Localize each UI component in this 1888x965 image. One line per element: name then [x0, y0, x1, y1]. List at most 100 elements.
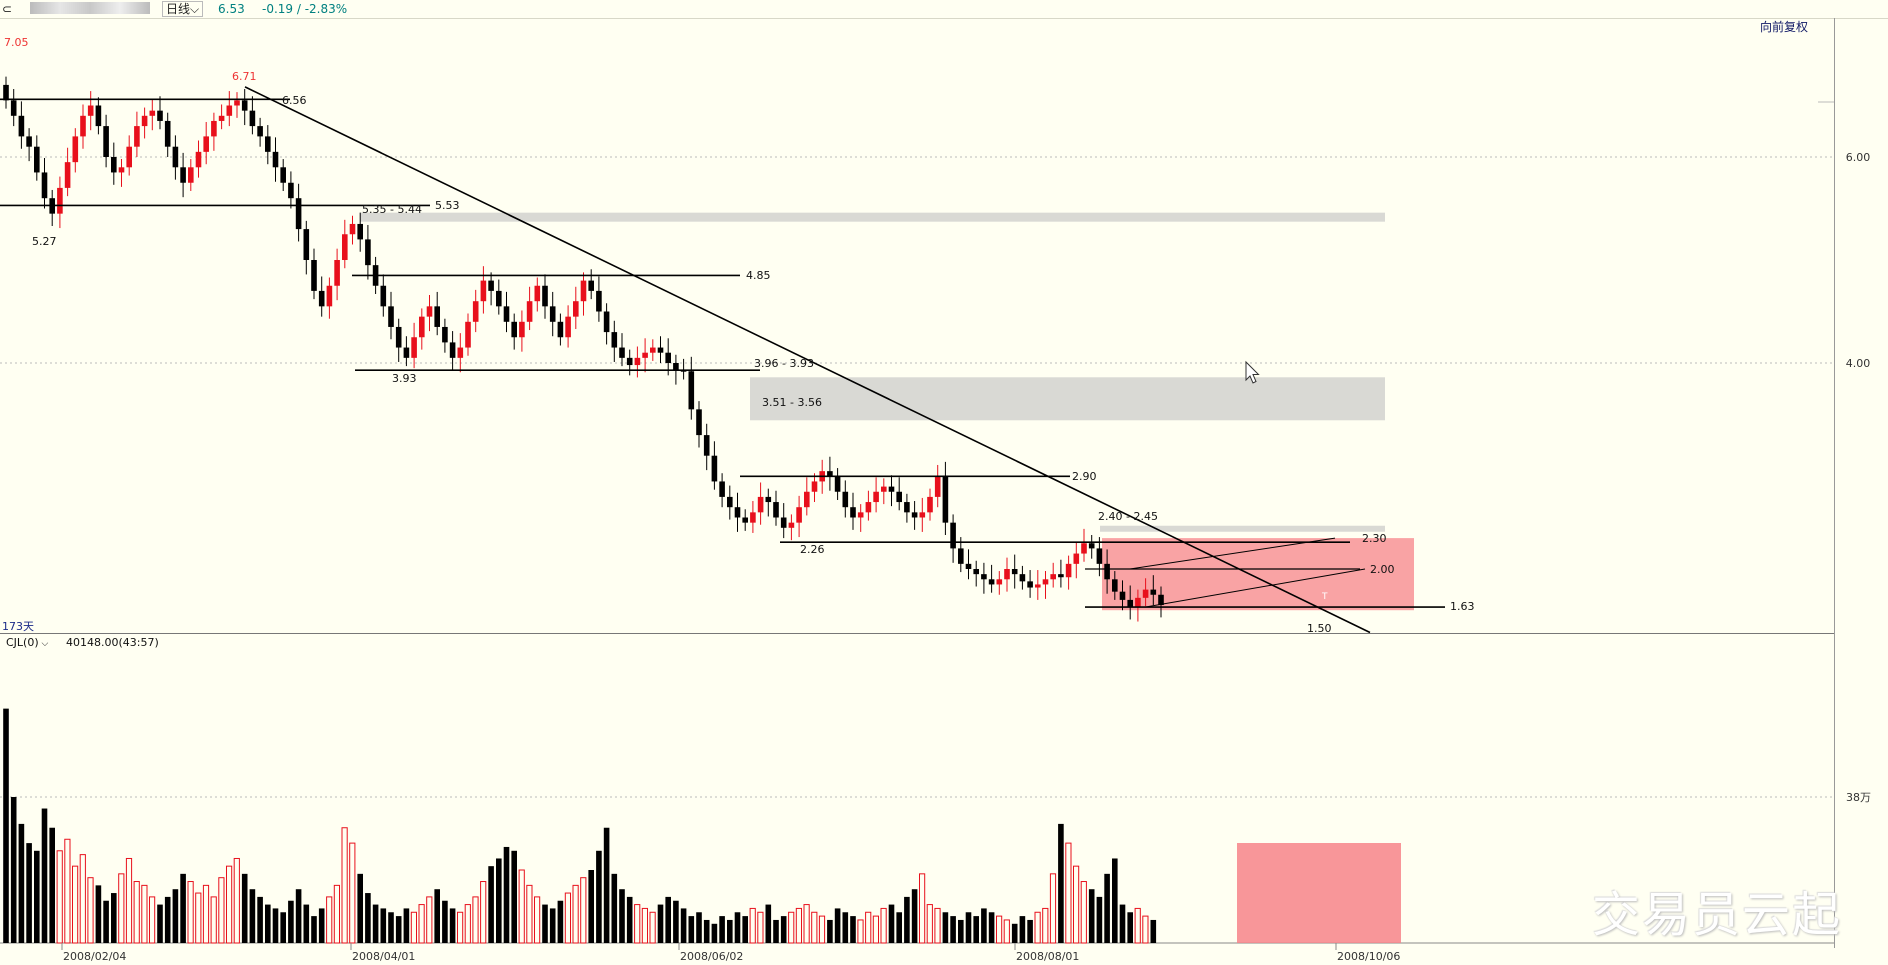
volume-bar — [95, 885, 102, 943]
volume-bar — [942, 912, 949, 943]
channel-line — [1129, 537, 1336, 570]
candle-body — [365, 239, 371, 266]
candle-body — [904, 502, 910, 513]
volume-bar — [125, 857, 133, 944]
candle-body — [457, 347, 464, 358]
candle-body — [634, 357, 641, 366]
candlesticks — [3, 76, 1164, 622]
candle-body — [357, 223, 363, 240]
trendline — [244, 86, 1371, 634]
candle-body — [1135, 597, 1141, 608]
candle-body — [164, 120, 171, 147]
volume-bar — [880, 907, 887, 944]
candle-body — [719, 481, 725, 497]
volume-bar — [557, 900, 564, 943]
volume-bar — [218, 877, 225, 944]
adjust-mode-button[interactable]: 向前复权 — [1760, 20, 1809, 34]
volume-indicator-selector[interactable]: CJL(0) ⌵ — [6, 636, 48, 649]
candle-body — [1027, 581, 1033, 588]
volume-bar — [49, 827, 55, 943]
volume-bar — [265, 904, 271, 943]
candle-body — [534, 285, 541, 302]
volume-bar — [164, 896, 171, 943]
volume-bar — [926, 904, 933, 944]
volume-bar — [1073, 865, 1080, 944]
volume-bar — [965, 912, 972, 943]
candle-body — [1058, 574, 1064, 578]
header-bar: ⊂ 日线⌵ 6.53 -0.19 / -2.83% — [0, 0, 1888, 19]
volume-bar — [187, 881, 194, 944]
volume-bar — [241, 873, 248, 943]
candle-body — [619, 347, 625, 358]
candle-body — [226, 105, 233, 116]
volume-bar — [757, 911, 764, 944]
volume-bar — [727, 919, 733, 943]
volume-bar — [572, 884, 579, 944]
volume-bar — [1150, 919, 1157, 943]
candle-body — [1096, 548, 1103, 564]
candle-body — [557, 321, 564, 338]
candle-body — [896, 491, 902, 503]
candle-body — [996, 579, 1003, 585]
candle-body — [1035, 584, 1041, 588]
volume-bar — [511, 850, 517, 943]
chevron-down-icon: ⌵ — [190, 2, 200, 16]
volume-bar — [3, 708, 9, 943]
volume-bar — [626, 896, 633, 943]
volume-bar — [1065, 842, 1072, 944]
candle-body — [41, 172, 48, 199]
candle-body — [942, 476, 949, 523]
volume-bar — [349, 842, 356, 944]
volume-bar — [919, 873, 926, 944]
candle-body — [1065, 563, 1072, 578]
candle-body — [10, 100, 17, 116]
candle-body — [172, 146, 179, 168]
volume-bar — [41, 808, 48, 943]
candle-body — [1104, 563, 1110, 580]
volume-bar — [226, 865, 233, 944]
candle-body — [1042, 579, 1049, 585]
candle-body — [588, 280, 594, 291]
candle-body — [1127, 599, 1133, 608]
candle-body — [26, 136, 32, 147]
volume-bar — [64, 838, 71, 944]
candle-body — [958, 548, 964, 564]
volume-bar — [480, 881, 487, 944]
volume-bar — [1104, 873, 1110, 943]
volume-bar — [26, 843, 32, 943]
candle-body — [865, 502, 872, 513]
candle-body — [919, 512, 926, 518]
volume-bar — [641, 907, 648, 944]
marker-label: T — [1321, 592, 1328, 602]
candle-body — [149, 110, 156, 116]
period-selector[interactable]: 日线⌵ — [162, 1, 204, 17]
volume-bar — [1119, 904, 1126, 943]
volume-bar — [272, 908, 279, 943]
candle-body — [249, 110, 256, 127]
candle-body — [188, 167, 194, 183]
volume-bar — [773, 919, 779, 943]
volume-bar — [842, 912, 849, 943]
price-annotation: 3.96 - 3.93 — [754, 357, 814, 370]
candle-body — [380, 285, 387, 307]
volume-bar — [1011, 923, 1018, 943]
period-label: 日线 — [166, 2, 191, 16]
candle-body — [973, 569, 979, 575]
price-annotation: 4.85 — [746, 269, 771, 282]
candle-body — [549, 306, 556, 322]
volume-bar — [233, 857, 240, 944]
volume-bar — [457, 911, 464, 944]
candle-body — [1004, 569, 1010, 580]
candle-body — [673, 363, 679, 371]
volume-bar — [418, 904, 425, 944]
candle-body — [257, 126, 263, 137]
volume-bar — [410, 911, 417, 944]
candle-body — [111, 157, 117, 173]
volume-bar — [865, 911, 872, 944]
price-annotation: 2.00 — [1370, 563, 1395, 576]
candle-body — [811, 481, 818, 492]
volume-bar — [911, 889, 918, 943]
candle-body — [873, 491, 879, 503]
volume-bar — [665, 896, 671, 943]
candle-body — [1158, 594, 1164, 606]
